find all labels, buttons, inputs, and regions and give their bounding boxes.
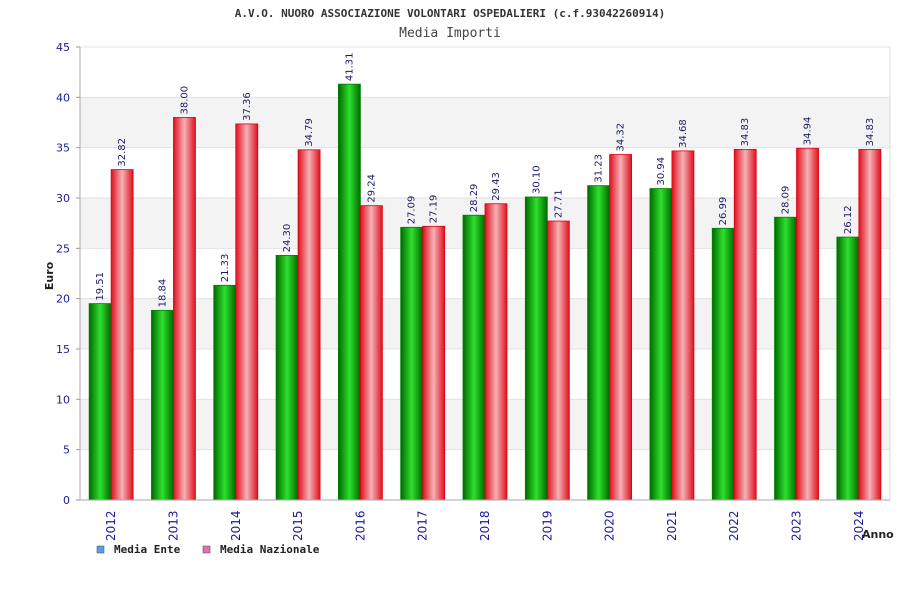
x-tick-label: 2022 [727,510,741,541]
y-tick-label: 40 [56,91,70,104]
bar-media-nazionale [796,147,819,501]
x-tick-label: 2024 [852,510,866,541]
data-label: 29.43 [491,172,502,201]
y-axis-ticks: 0 5 10 15 20 25 30 35 40 45 [56,41,80,507]
bar-media-nazionale [858,148,882,501]
y-tick-label: 45 [56,41,70,54]
y-tick-label: 5 [63,444,70,457]
x-tick-label: 2015 [291,510,305,541]
data-label: 34.94 [803,117,814,146]
x-tick-label: 2023 [790,510,804,541]
bar-media-nazionale [297,149,321,501]
data-label: 34.83 [865,118,876,147]
bar-media-nazionale [484,203,508,501]
y-tick-label: 15 [56,343,70,356]
data-label: 26.99 [718,197,729,226]
data-label: 27.71 [553,189,564,218]
plot-band [80,147,890,198]
data-label: 27.19 [429,195,440,224]
x-tick-label: 2020 [603,510,617,541]
bar-media-ente [462,214,486,501]
data-label: 31.23 [594,154,605,183]
x-tick-label: 2021 [665,510,679,541]
data-label: 34.68 [678,119,689,148]
bar-media-nazionale [173,117,196,501]
chart-title: A.V.O. NUORO ASSOCIAZIONE VOLONTARI OSPE… [235,7,665,20]
y-tick-label: 30 [56,192,70,205]
x-tick-label: 2018 [478,510,492,541]
bar-media-ente [524,196,548,501]
plot-band [80,97,890,148]
data-label: 29.24 [366,174,377,203]
legend: Media Ente Media Nazionale [96,543,320,556]
x-tick-label: 2013 [166,510,180,541]
x-axis-label: Anno [862,528,894,541]
bar-media-ente [649,188,673,501]
data-label: 34.32 [616,123,627,152]
data-label: 27.09 [407,196,418,225]
chart-subtitle: Media Importi [399,26,501,41]
bar-media-ente [836,236,860,501]
x-tick-label: 2017 [416,510,430,541]
bar-media-ente [151,309,174,501]
bar-media-nazionale [235,123,259,501]
data-label: 32.82 [117,138,128,167]
data-label: 38.00 [179,86,190,115]
bar-media-nazionale [733,148,757,501]
data-label: 34.79 [304,118,315,147]
x-tick-label: 2016 [353,510,367,541]
bar-media-ente [275,254,299,501]
y-tick-label: 35 [56,142,70,155]
data-label: 30.10 [531,165,542,194]
data-labels: 19.51 32.82 18.84 38.00 21.33 37.36 24.30 34.79… [95,53,876,308]
bar-media-ente [587,185,611,501]
bar-media-ente [88,303,112,501]
x-tick-label: 2019 [540,510,554,541]
data-label: 28.29 [469,184,480,213]
bar-media-nazionale [609,154,633,501]
bar-media-ente [337,83,361,501]
bar-media-ente [213,284,237,501]
bar-media-ente [711,227,735,501]
plot-band [80,47,890,98]
x-tick-label: 2012 [104,510,118,541]
legend-label-media-nazionale: Media Nazionale [220,543,320,556]
y-tick-label: 25 [56,242,70,255]
data-label: 28.09 [781,186,792,215]
bar-media-nazionale [671,150,695,501]
y-axis-label: Euro [43,261,56,290]
data-label: 26.12 [843,205,854,234]
bar-media-nazionale [422,225,446,501]
data-label: 37.36 [242,92,253,121]
bar-media-nazionale [110,169,134,501]
bar-media-ente [400,226,424,501]
data-label: 34.83 [740,118,751,147]
bar-media-nazionale [359,205,383,501]
data-label: 19.51 [95,272,106,301]
legend-swatch-media-ente [96,545,105,554]
y-tick-label: 10 [56,393,70,406]
bar-media-ente [774,216,797,501]
x-tick-label: 2014 [229,510,243,541]
data-label: 21.33 [220,254,231,283]
data-label: 18.84 [157,279,168,308]
data-label: 30.94 [656,157,667,186]
bar-media-nazionale [546,220,570,501]
data-label: 24.30 [282,224,293,253]
x-axis-ticks: 2012 2013 2014 2015 2016 2017 2018 2019 2020 2021… [104,510,866,541]
y-tick-label: 0 [63,494,70,507]
y-tick-label: 20 [56,293,70,306]
legend-label-media-ente: Media Ente [114,543,181,556]
data-label: 41.31 [344,53,355,82]
legend-swatch-media-nazionale [202,545,211,554]
